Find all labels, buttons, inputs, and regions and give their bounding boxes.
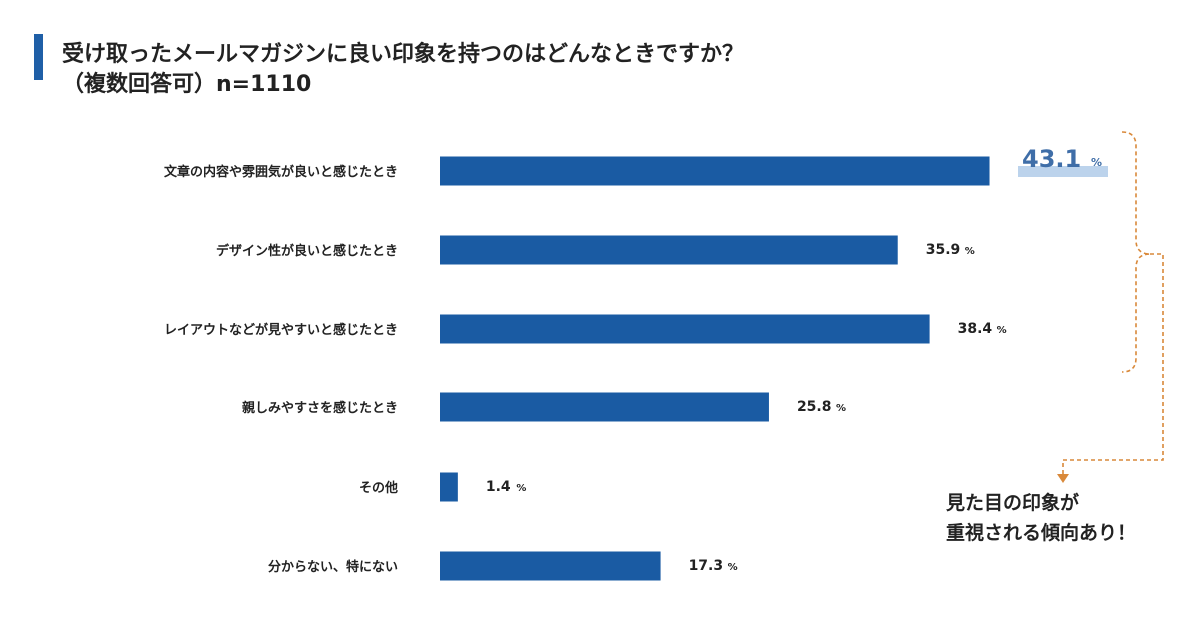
connector-line: [1062, 253, 1164, 474]
value-label: 17.3: [689, 558, 724, 574]
category-label: 親しみやすさを感じたとき: [242, 400, 398, 416]
value-label: 1.4: [486, 479, 511, 495]
category-label: 分からない、特にない: [268, 559, 398, 575]
category-label: 文章の内容や雰囲気が良いと感じたとき: [164, 164, 398, 180]
bar: [440, 314, 930, 344]
value-unit: %: [965, 246, 975, 257]
group-bracket: [1121, 131, 1151, 373]
arrow-head: [1057, 474, 1069, 483]
value-unit: %: [516, 483, 526, 494]
chart-title: 受け取ったメールマガジンに良い印象を持つのはどんなときですか？: [62, 42, 745, 67]
value-label: 38.4: [958, 321, 993, 337]
value-label: 43.1: [1022, 145, 1081, 173]
chart-subtitle: （複数回答可）n=1110: [62, 72, 312, 97]
category-label: レイアウトなどが見やすいと感じたとき: [164, 322, 398, 338]
annotation-note-line2: 重視される傾向あり！: [946, 522, 1137, 544]
highlight-band: [1018, 166, 1108, 177]
bar: [440, 472, 458, 502]
value-label: 35.9: [926, 242, 961, 258]
value-unit: %: [836, 403, 846, 414]
bar: [440, 551, 661, 581]
bar: [440, 235, 898, 265]
annotation-note-line1: 見た目の印象が: [946, 492, 1080, 514]
category-label: その他: [359, 480, 398, 496]
bar: [440, 156, 990, 186]
value-unit: %: [1091, 156, 1102, 169]
title-accent-bar: [34, 34, 43, 80]
bar: [440, 392, 769, 422]
category-label: デザイン性が良いと感じたとき: [216, 243, 398, 259]
value-unit: %: [728, 562, 738, 573]
value-unit: %: [997, 325, 1007, 336]
annotation-note: 見た目の印象が 重視される傾向あり！: [946, 488, 1136, 548]
value-label: 25.8: [797, 399, 832, 415]
